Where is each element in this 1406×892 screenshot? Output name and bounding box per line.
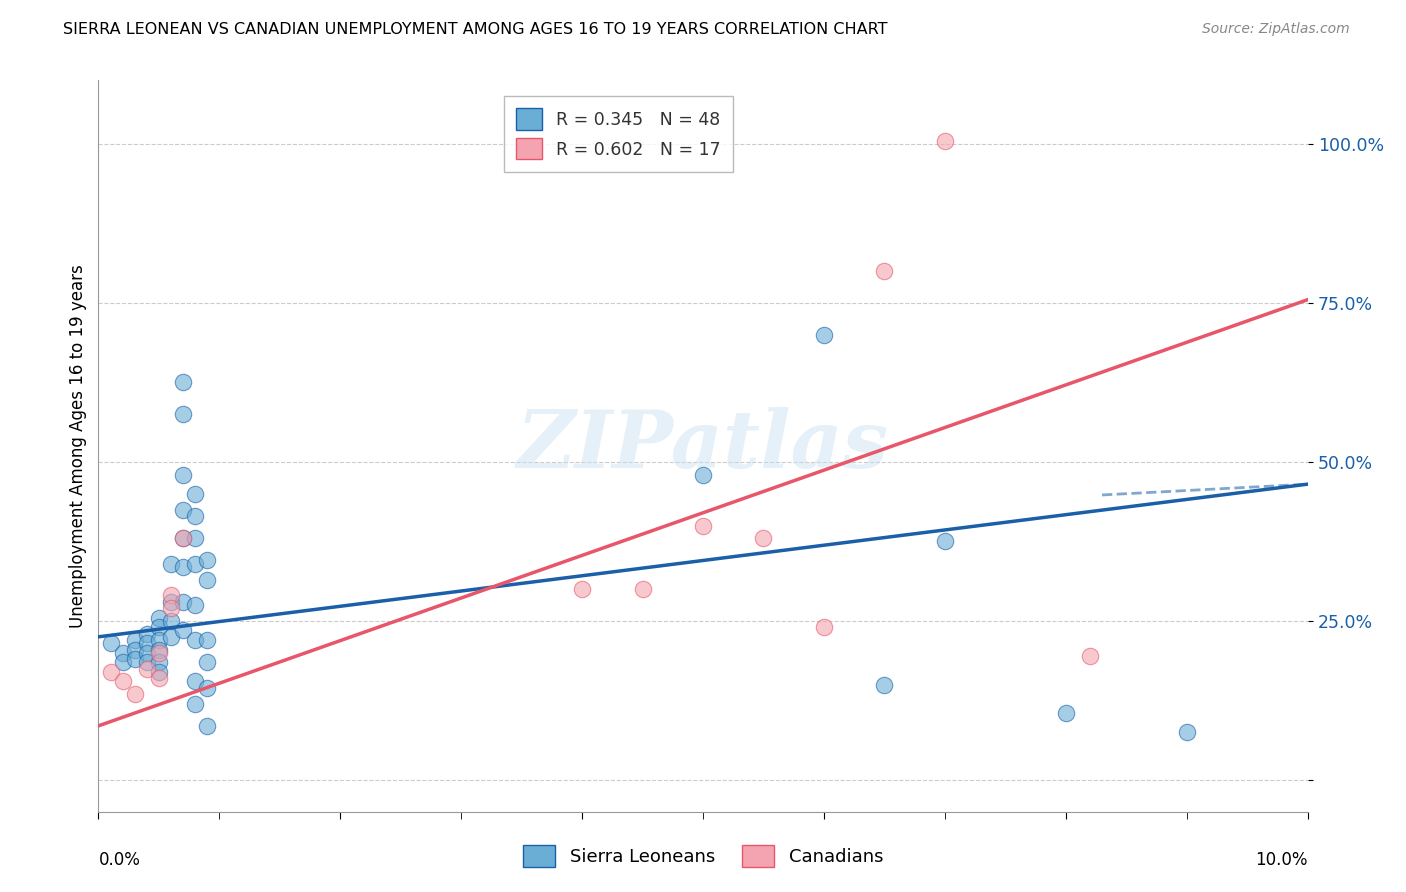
- Text: 0.0%: 0.0%: [98, 851, 141, 869]
- Point: [172, 559, 194, 574]
- Point: [184, 557, 207, 571]
- Point: [100, 636, 122, 650]
- Point: [934, 134, 956, 148]
- Point: [160, 589, 183, 603]
- Text: SIERRA LEONEAN VS CANADIAN UNEMPLOYMENT AMONG AGES 16 TO 19 YEARS CORRELATION CH: SIERRA LEONEAN VS CANADIAN UNEMPLOYMENT …: [63, 22, 887, 37]
- Point: [873, 677, 896, 691]
- Point: [148, 642, 170, 657]
- Point: [692, 467, 714, 482]
- Point: [172, 531, 194, 545]
- Point: [100, 665, 122, 679]
- Point: [813, 327, 835, 342]
- Point: [124, 642, 146, 657]
- Point: [184, 531, 207, 545]
- Point: [172, 531, 194, 545]
- Point: [148, 646, 170, 660]
- Point: [184, 674, 207, 689]
- Point: [172, 595, 194, 609]
- Point: [195, 573, 218, 587]
- Point: [148, 611, 170, 625]
- Point: [160, 614, 183, 628]
- Legend: Sierra Leoneans, Canadians: Sierra Leoneans, Canadians: [516, 838, 890, 874]
- Point: [752, 531, 775, 545]
- Point: [195, 655, 218, 669]
- Point: [184, 598, 207, 612]
- Point: [172, 467, 194, 482]
- Point: [148, 655, 170, 669]
- Point: [172, 624, 194, 638]
- Point: [184, 697, 207, 711]
- Point: [195, 632, 218, 647]
- Point: [124, 652, 146, 666]
- Point: [111, 646, 134, 660]
- Point: [160, 595, 183, 609]
- Text: Source: ZipAtlas.com: Source: ZipAtlas.com: [1202, 22, 1350, 37]
- Point: [195, 553, 218, 567]
- Point: [148, 620, 170, 634]
- Point: [195, 719, 218, 733]
- Point: [172, 407, 194, 421]
- Point: [813, 620, 835, 634]
- Point: [111, 655, 134, 669]
- Point: [172, 376, 194, 390]
- Point: [148, 665, 170, 679]
- Point: [135, 662, 157, 676]
- Point: [135, 626, 157, 640]
- Point: [1175, 725, 1198, 739]
- Point: [111, 674, 134, 689]
- Text: ZIPatlas: ZIPatlas: [517, 408, 889, 484]
- Point: [631, 582, 654, 596]
- Point: [160, 557, 183, 571]
- Point: [692, 518, 714, 533]
- Point: [124, 687, 146, 701]
- Point: [184, 632, 207, 647]
- Point: [1054, 706, 1077, 720]
- Point: [1078, 648, 1101, 663]
- Point: [135, 646, 157, 660]
- Point: [160, 630, 183, 644]
- Point: [184, 508, 207, 523]
- Point: [571, 582, 593, 596]
- Y-axis label: Unemployment Among Ages 16 to 19 years: Unemployment Among Ages 16 to 19 years: [69, 264, 87, 628]
- Point: [184, 486, 207, 500]
- Point: [135, 655, 157, 669]
- Point: [148, 632, 170, 647]
- Point: [124, 632, 146, 647]
- Point: [195, 681, 218, 695]
- Point: [160, 601, 183, 615]
- Text: 10.0%: 10.0%: [1256, 851, 1308, 869]
- Point: [172, 502, 194, 516]
- Point: [873, 264, 896, 278]
- Point: [135, 636, 157, 650]
- Point: [934, 534, 956, 549]
- Point: [148, 671, 170, 685]
- Legend: R = 0.345   N = 48, R = 0.602   N = 17: R = 0.345 N = 48, R = 0.602 N = 17: [503, 96, 733, 171]
